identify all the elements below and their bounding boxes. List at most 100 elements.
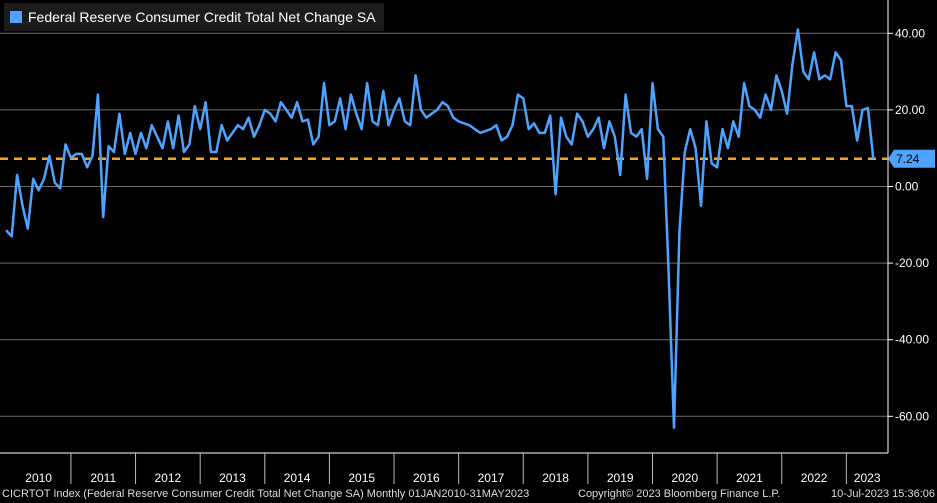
data-point xyxy=(27,228,29,230)
data-point xyxy=(334,120,336,122)
data-point xyxy=(727,147,729,149)
data-point xyxy=(275,120,277,122)
data-point xyxy=(355,113,357,115)
data-point xyxy=(700,205,702,207)
data-point xyxy=(307,118,309,121)
data-point xyxy=(145,147,147,149)
data-point xyxy=(447,105,449,107)
data-point xyxy=(64,143,67,145)
data-point xyxy=(474,128,476,130)
data-point xyxy=(194,105,196,107)
data-point xyxy=(511,124,514,126)
y-tick-label: -60.00 xyxy=(895,409,929,423)
data-point xyxy=(732,120,734,122)
data-point xyxy=(264,109,266,111)
data-point xyxy=(829,78,831,80)
data-point xyxy=(345,128,347,130)
data-point xyxy=(81,153,83,155)
data-point xyxy=(210,151,212,153)
x-axis: 2010 2011 2012 2013 2014 2015 2016 2017 2018 2019… xyxy=(0,452,888,485)
data-point xyxy=(695,147,697,149)
data-point xyxy=(721,128,724,130)
data-point xyxy=(608,120,611,122)
data-point xyxy=(501,139,503,142)
data-point xyxy=(684,151,686,153)
x-tick-label: 2023 xyxy=(854,471,881,485)
data-point xyxy=(91,155,94,157)
data-point xyxy=(538,132,541,134)
grid-lines xyxy=(0,32,888,417)
data-point xyxy=(856,139,858,142)
data-point xyxy=(781,90,783,92)
data-point xyxy=(296,101,298,103)
data-point xyxy=(635,136,638,138)
data-point xyxy=(205,101,207,103)
data-point xyxy=(97,94,99,96)
data-point xyxy=(59,187,61,189)
data-point xyxy=(21,205,24,207)
data-point xyxy=(646,178,648,180)
data-point xyxy=(124,153,126,155)
data-point xyxy=(808,78,810,80)
data-point xyxy=(560,117,562,119)
data-point xyxy=(140,132,142,134)
data-point xyxy=(813,51,815,54)
data-point xyxy=(716,166,718,168)
data-point xyxy=(592,128,594,130)
data-point xyxy=(468,124,470,126)
data-point xyxy=(490,128,492,130)
data-point xyxy=(765,94,767,96)
data-point xyxy=(172,147,174,149)
x-tick-label: 2016 xyxy=(413,471,440,485)
data-point xyxy=(689,128,691,130)
data-point xyxy=(371,120,374,122)
data-point xyxy=(802,71,804,73)
data-point xyxy=(420,109,422,111)
data-point xyxy=(587,136,589,138)
data-point xyxy=(258,124,260,126)
footer-timestamp: 10-Jul-2023 15:36:06 xyxy=(831,488,935,500)
data-point xyxy=(759,117,761,119)
data-point xyxy=(786,113,788,115)
data-point xyxy=(312,143,314,145)
data-point xyxy=(641,128,643,130)
data-point xyxy=(404,120,406,122)
data-point xyxy=(221,124,223,126)
data-point xyxy=(5,229,7,232)
y-tick-label: 0.00 xyxy=(895,180,919,194)
x-tick-label: 2018 xyxy=(542,471,569,485)
data-point xyxy=(425,117,427,119)
footer: CICRTOT Index (Federal Reserve Consumer … xyxy=(0,487,937,503)
data-point xyxy=(409,124,411,126)
data-point xyxy=(775,74,778,76)
data-point xyxy=(291,117,293,119)
data-point xyxy=(366,82,368,84)
data-point xyxy=(301,120,304,122)
data-point xyxy=(129,132,131,134)
y-tick-label: 20.00 xyxy=(895,103,925,117)
x-tick-label: 2020 xyxy=(671,471,698,485)
data-point xyxy=(818,78,821,80)
data-point xyxy=(452,117,454,119)
data-point xyxy=(167,120,169,122)
plot-background xyxy=(0,0,888,453)
x-tick-label: 2022 xyxy=(801,471,828,485)
x-tick-label: 2010 xyxy=(25,471,52,485)
data-point xyxy=(517,94,519,96)
data-point xyxy=(70,157,72,159)
data-point xyxy=(630,132,632,134)
data-point xyxy=(791,63,794,65)
data-point xyxy=(673,427,675,429)
data-point xyxy=(43,178,45,180)
data-point xyxy=(619,174,621,176)
data-point xyxy=(377,124,379,126)
data-point xyxy=(156,136,158,138)
data-point xyxy=(231,132,234,134)
y-axis: 40.00 20.00 0.00 -20.00 -40.00 -60.00 xyxy=(887,0,929,453)
data-point xyxy=(151,124,153,126)
data-point xyxy=(555,193,557,195)
legend: Federal Reserve Consumer Credit Total Ne… xyxy=(4,3,384,31)
data-point xyxy=(226,139,228,142)
data-point xyxy=(11,235,13,237)
